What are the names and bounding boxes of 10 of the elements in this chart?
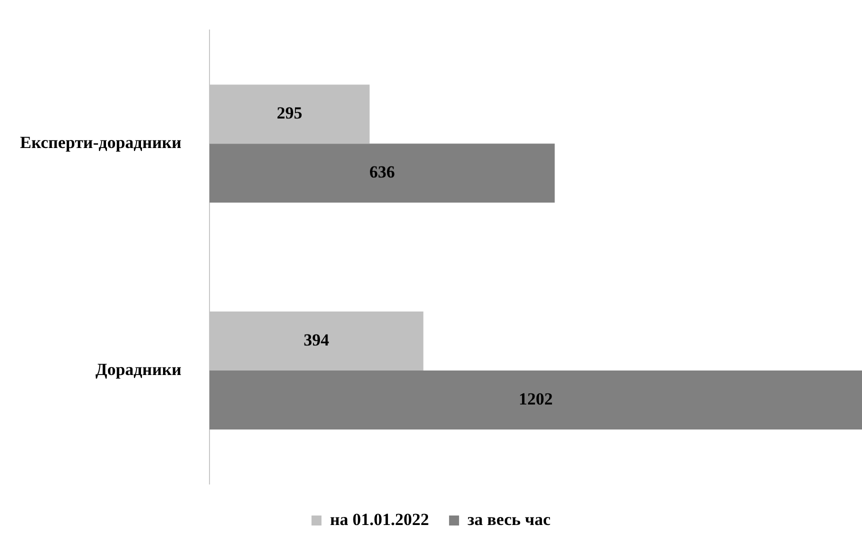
y-tick-label: Експерти-дорадники bbox=[20, 133, 182, 152]
legend-label: за весь час bbox=[468, 510, 551, 529]
data-label: 1202 bbox=[518, 389, 553, 408]
legend-label: на 01.01.2022 bbox=[330, 510, 430, 529]
data-label: 636 bbox=[369, 162, 395, 182]
bar bbox=[209, 144, 555, 203]
bar bbox=[209, 370, 862, 430]
data-label: 295 bbox=[276, 104, 302, 123]
data-label: 394 bbox=[304, 330, 330, 350]
y-tick-label: Дорадники bbox=[96, 360, 182, 379]
